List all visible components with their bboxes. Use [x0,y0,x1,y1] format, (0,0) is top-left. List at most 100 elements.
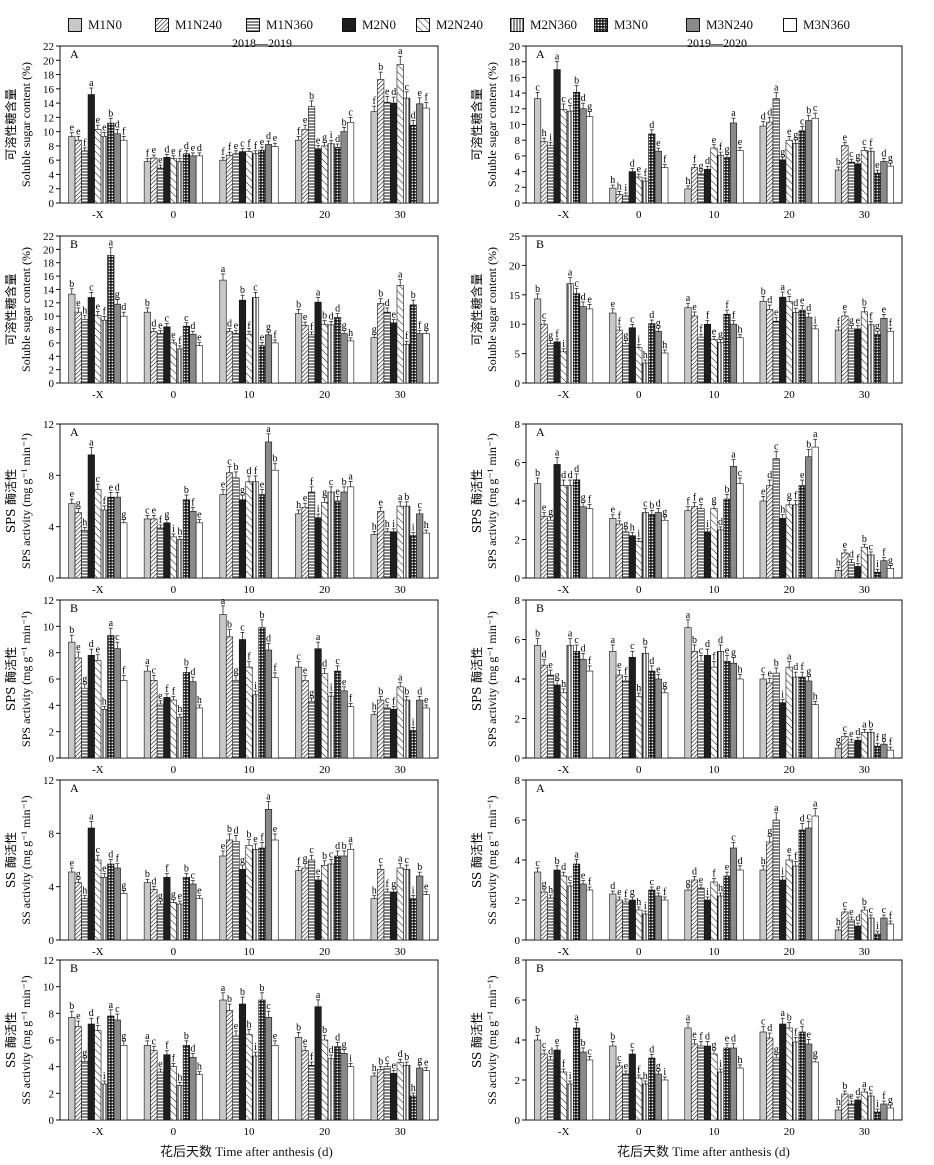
bar-M1N240 [615,329,623,384]
significance-letter: h [372,1063,377,1074]
significance-letter: a [109,238,114,249]
significance-letter: c [329,849,334,860]
significance-letter: c [882,905,887,916]
bar-M3N240 [654,150,662,204]
significance-letter: e [178,891,183,902]
bar-M2N240 [860,732,868,759]
bar-M2N0 [703,1045,712,1121]
bar-M3N360 [586,889,594,941]
bar-M3N240 [416,699,424,759]
significance-letter: h [82,886,87,897]
significance-letter: d [411,111,416,122]
bar-M2N0 [703,899,712,941]
bar-M2N360 [641,913,649,941]
y-tick-label: 8 [49,470,55,482]
significance-letter: h [102,696,107,707]
panel-8: 0 2 4 6 8 B SPS 酶活性 SPS activity (mg g⁻¹ min⁻¹)… [469,595,903,776]
significance-letter: g [158,891,163,902]
significance-letter: c [800,116,805,127]
bar-M2N240 [321,865,329,941]
bar-M2N0 [163,697,171,759]
bar-M1N240 [74,882,82,941]
bar-M3N240 [654,1073,662,1121]
significance-letter: g [662,679,667,690]
significance-letter: b [774,658,779,669]
significance-letter: b [69,625,74,636]
significance-letter: e [385,86,390,97]
bar-M2N0 [314,1006,322,1121]
significance-letter: b [234,462,239,473]
bar-M1N0 [759,500,767,579]
bar-M2N0 [553,684,561,759]
bar-M3N240 [264,144,273,204]
significance-letter: b [342,117,347,128]
bar-M2N240 [94,859,102,941]
bar-M3N0 [723,498,731,579]
bar-M1N240 [615,1065,623,1121]
significance-letter: d [121,302,126,313]
bar-M2N360 [641,653,649,759]
bar-M2N240 [635,176,643,204]
significance-letter: d [705,1032,710,1043]
significance-letter: h [686,176,691,187]
y-tick-label: 6 [49,1035,55,1047]
significance-letter: b [574,76,579,87]
y-tick-label: 2 [515,1075,521,1087]
panel-7: 0 2 4 6 8 10 12 B SPS 酶活性 SPS activity (mg g⁻¹ mi… [3,595,439,776]
bar-M2N360 [327,1058,335,1121]
significance-letter: i [412,886,415,897]
significance-letter: e [253,834,258,845]
y-tick-label: 4 [49,882,55,894]
bar-M3N240 [189,681,197,759]
bar-M1N0 [295,513,303,579]
significance-letter: d [849,550,854,561]
bar-M3N360 [271,1045,279,1121]
y-tick-label: 14 [509,88,521,100]
significance-letter: g [266,322,271,333]
bar-M1N0 [143,1045,151,1121]
significance-letter: g [712,495,717,506]
y-axis-label-cn: SPS 酶活性 [469,647,484,711]
y-tick-label: 4 [49,522,55,534]
bar-M2N240 [860,311,868,384]
significance-letter: d [581,292,586,303]
y-tick-label: 25 [509,231,521,243]
bar-M1N0 [295,870,303,941]
significance-letter: c [96,845,101,856]
significance-letter: d [649,310,654,321]
significance-letter: e [171,146,176,157]
significance-letter: d [115,120,120,131]
x-tick-label: 20 [784,209,796,221]
bar-M2N360 [176,1085,184,1121]
bar-M2N0 [314,301,322,384]
significance-letter: a [398,492,403,503]
y-tick-label: 8 [515,955,521,967]
significance-letter: e [843,540,848,551]
bar-M3N240 [264,649,273,759]
significance-letter: f [618,317,622,328]
significance-letter: e [587,294,592,305]
significance-letter: e [158,1059,163,1070]
panel-letter: A [536,47,545,61]
bar-M2N240 [785,139,793,204]
significance-letter: a [348,834,353,845]
bar-M2N360 [251,849,260,941]
bar-M3N240 [579,506,587,579]
bar-M3N240 [264,441,273,579]
bar-M3N0 [258,847,266,941]
significance-letter: g [424,321,429,332]
significance-letter: e [102,123,107,134]
x-tick-label: 10 [244,584,256,596]
significance-letter: c [378,855,383,866]
bar-M3N360 [736,1067,744,1121]
bar-M1N240 [301,680,309,759]
y-tick-label: 0 [515,753,521,765]
bar-M2N0 [779,879,787,941]
bar-M1N240 [377,303,385,384]
significance-letter: f [588,877,592,888]
bar-M2N240 [396,505,404,579]
bar-M1N360 [81,898,89,941]
significance-letter: g [712,1040,717,1051]
bar-M1N360 [81,530,89,579]
bar-M3N240 [579,658,587,759]
